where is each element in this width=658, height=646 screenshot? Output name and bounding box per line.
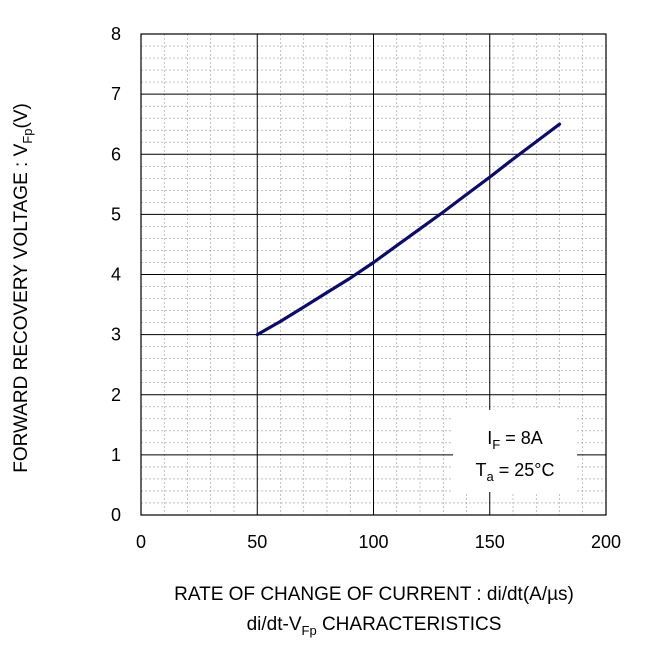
x-axis-label: RATE OF CHANGE OF CURRENT : di/dt(A/µs) bbox=[174, 584, 574, 605]
y-tick-label: 1 bbox=[111, 445, 121, 465]
x-tick-label: 100 bbox=[358, 532, 388, 552]
y-tick-label: 3 bbox=[111, 325, 121, 345]
x-tick-label: 200 bbox=[591, 532, 621, 552]
chart-title: di/dt-VFp CHARACTERISTICS bbox=[247, 614, 502, 638]
y-tick-label: 0 bbox=[111, 505, 121, 525]
y-tick-labels: 0 1 2 3 4 5 6 7 8 bbox=[111, 24, 121, 525]
annotation-line-1: IF = 8A bbox=[487, 428, 543, 452]
annotation-line-2: Ta = 25°C bbox=[476, 460, 555, 484]
y-axis-label: FORWARD RECOVERY VOLTAGE : VFp(V) bbox=[11, 103, 35, 473]
annotation-box bbox=[453, 410, 577, 492]
series-line bbox=[255, 122, 562, 337]
y-tick-label: 2 bbox=[111, 385, 121, 405]
x-tick-label: 50 bbox=[247, 532, 267, 552]
plot-frame bbox=[140, 33, 607, 516]
y-tick-label: 8 bbox=[111, 24, 121, 44]
x-tick-label: 150 bbox=[475, 532, 505, 552]
y-tick-label: 4 bbox=[111, 265, 121, 285]
y-tick-label: 5 bbox=[111, 204, 121, 224]
y-tick-label: 6 bbox=[111, 144, 121, 164]
x-tick-labels: 0 50 100 150 200 bbox=[136, 532, 621, 552]
x-tick-label: 0 bbox=[136, 532, 146, 552]
y-tick-label: 7 bbox=[111, 84, 121, 104]
